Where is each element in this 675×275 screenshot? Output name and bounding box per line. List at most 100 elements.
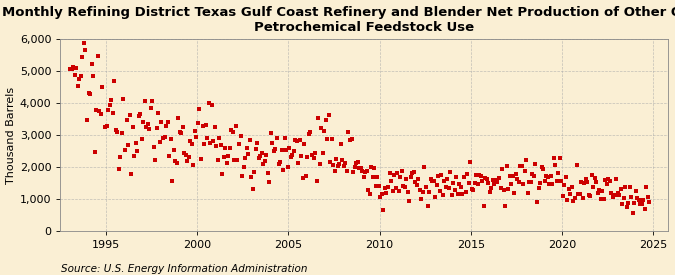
Point <box>184 155 194 160</box>
Point <box>142 121 153 126</box>
Point <box>427 179 437 184</box>
Point <box>292 139 302 143</box>
Point <box>263 171 273 175</box>
Point <box>454 182 465 186</box>
Point <box>132 148 142 153</box>
Point <box>538 166 549 171</box>
Point <box>304 132 315 136</box>
Point <box>220 146 231 151</box>
Point <box>179 151 190 156</box>
Point <box>472 182 483 186</box>
Point <box>571 163 582 167</box>
Point <box>306 153 317 157</box>
Point <box>176 131 187 135</box>
Point <box>111 127 122 132</box>
Point <box>536 165 547 169</box>
Point <box>287 153 298 158</box>
Point <box>207 103 217 108</box>
Point <box>329 168 340 173</box>
Point <box>560 174 571 179</box>
Point <box>221 161 232 166</box>
Point <box>588 185 599 189</box>
Point <box>173 116 184 120</box>
Point <box>440 185 451 189</box>
Point <box>413 177 424 182</box>
Point <box>400 185 410 189</box>
Point <box>290 138 300 142</box>
Point <box>169 159 180 163</box>
Point <box>620 185 630 189</box>
Point <box>151 126 162 130</box>
Point <box>437 192 448 197</box>
Point <box>197 124 208 128</box>
Point <box>503 186 514 191</box>
Point <box>603 177 614 181</box>
Point <box>346 137 357 141</box>
Point <box>401 176 412 181</box>
Point <box>402 190 413 194</box>
Point <box>293 161 304 165</box>
Point <box>515 164 526 168</box>
Point <box>185 139 196 143</box>
Point <box>599 197 610 201</box>
Point <box>65 67 76 71</box>
Point <box>90 107 101 112</box>
Point <box>629 201 640 205</box>
Point <box>323 113 334 118</box>
Point <box>576 180 587 185</box>
Point <box>141 125 152 129</box>
Point <box>514 180 524 185</box>
Point <box>587 173 597 177</box>
Point <box>565 192 576 196</box>
Point <box>550 163 561 168</box>
Point <box>126 171 136 176</box>
Point <box>614 193 624 197</box>
Point <box>554 156 565 161</box>
Point <box>121 117 132 122</box>
Point <box>275 160 286 164</box>
Point <box>612 191 623 195</box>
Point <box>136 136 147 141</box>
Point <box>226 127 237 132</box>
Point <box>464 159 475 164</box>
Point <box>182 158 193 163</box>
Point <box>578 180 589 185</box>
Point <box>147 99 158 104</box>
Point <box>319 129 329 134</box>
Point <box>243 152 254 156</box>
Point <box>626 195 637 199</box>
Point <box>451 175 462 180</box>
Point <box>434 188 445 193</box>
Point <box>500 204 510 208</box>
Point <box>80 48 91 53</box>
Point <box>192 121 203 125</box>
Point <box>215 143 226 147</box>
Point <box>442 177 453 181</box>
Point <box>255 154 266 159</box>
Point <box>462 171 472 176</box>
Point <box>377 191 387 196</box>
Point <box>138 120 148 124</box>
Point <box>480 176 491 180</box>
Point <box>211 144 221 148</box>
Point <box>194 106 205 111</box>
Point <box>112 130 123 134</box>
Point <box>404 199 414 203</box>
Point <box>150 158 161 163</box>
Point <box>564 187 574 191</box>
Point <box>485 190 495 194</box>
Point <box>225 146 236 151</box>
Point <box>188 163 199 167</box>
Point <box>190 128 200 133</box>
Point <box>358 175 369 179</box>
Point <box>548 156 559 160</box>
Point <box>601 182 612 186</box>
Point <box>103 108 113 112</box>
Point <box>605 179 616 184</box>
Point <box>486 185 497 190</box>
Point <box>171 161 182 165</box>
Point <box>231 123 242 128</box>
Point <box>618 196 629 200</box>
Point <box>95 112 106 116</box>
Point <box>392 171 402 176</box>
